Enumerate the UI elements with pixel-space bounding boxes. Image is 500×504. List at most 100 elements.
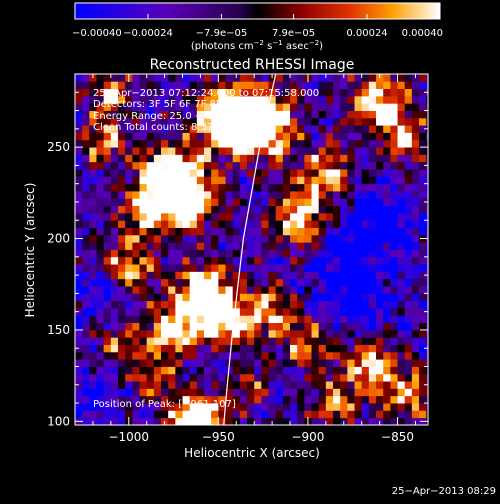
- heatmap-cell: [75, 132, 83, 141]
- heatmap-cell: [247, 198, 255, 207]
- heatmap-cell: [404, 417, 413, 425]
- heatmap-cell: [311, 351, 320, 360]
- heatmap-cell: [96, 117, 105, 126]
- heatmap-cell: [318, 103, 327, 111]
- heatmap-cell: [297, 417, 305, 425]
- heatmap-cell: [189, 74, 198, 82]
- heatmap-cell: [139, 220, 148, 228]
- heatmap-cell: [239, 154, 248, 163]
- heatmap-cell: [304, 249, 312, 258]
- heatmap-cell: [275, 286, 284, 294]
- heatmap-cell: [297, 300, 305, 309]
- heatmap-cell: [132, 329, 140, 338]
- heatmap-cell: [239, 359, 248, 367]
- heatmap-cell: [368, 344, 377, 353]
- heatmap-cell: [390, 95, 398, 104]
- heatmap-cell: [211, 110, 219, 119]
- heatmap-cell: [132, 81, 140, 90]
- heatmap-cell: [261, 198, 269, 207]
- heatmap-cell: [204, 117, 212, 126]
- heatmap-cell: [247, 293, 255, 302]
- heatmap-cell: [139, 395, 148, 404]
- heatmap-cell: [82, 308, 90, 316]
- heatmap-cell: [204, 132, 212, 141]
- heatmap-cell: [196, 205, 205, 214]
- heatmap-cell: [239, 410, 248, 419]
- heatmap-cell: [411, 322, 420, 331]
- heatmap-cell: [318, 176, 327, 185]
- heatmap-cell: [103, 395, 112, 404]
- heatmap-cell: [196, 300, 205, 309]
- heatmap-cell: [189, 191, 198, 199]
- heatmap-cell: [282, 191, 291, 199]
- heatmap-cell: [275, 344, 284, 353]
- heatmap-cell: [304, 344, 312, 353]
- heatmap-cell: [82, 381, 90, 389]
- heatmap-cell: [168, 417, 176, 425]
- heatmap-cell: [132, 381, 140, 389]
- heatmap-cell: [247, 278, 255, 287]
- heatmap-cell: [189, 169, 198, 177]
- heatmap-cell: [297, 293, 305, 302]
- heatmap-cell: [268, 264, 277, 272]
- heatmap-cell: [239, 381, 248, 389]
- heatmap-cell: [261, 183, 269, 192]
- heatmap-cell: [175, 242, 183, 250]
- heatmap-cell: [196, 395, 205, 404]
- heatmap-cell: [247, 132, 255, 141]
- heatmap-cell: [225, 410, 234, 419]
- heatmap-cell: [153, 329, 162, 338]
- heatmap-cell: [268, 227, 277, 236]
- heatmap-cell: [318, 351, 327, 360]
- heatmap-cell: [189, 205, 198, 214]
- heatmap-cell: [426, 154, 428, 163]
- heatmap-cell: [333, 242, 341, 250]
- heatmap-cell: [376, 351, 384, 360]
- heatmap-cell: [232, 220, 241, 228]
- heatmap-cell: [211, 242, 219, 250]
- heatmap-cell: [110, 212, 119, 221]
- heatmap-cell: [239, 198, 248, 207]
- heatmap-cell: [254, 410, 262, 419]
- heatmap-cell: [254, 227, 262, 236]
- heatmap-cell: [168, 169, 176, 177]
- heatmap-cell: [368, 359, 377, 367]
- heatmap-cell: [89, 169, 97, 177]
- heatmap-cell: [232, 154, 241, 163]
- heatmap-cell: [168, 395, 176, 404]
- heatmap-cell: [103, 351, 112, 360]
- heatmap-cell: [368, 388, 377, 397]
- heatmap-cell: [376, 103, 384, 111]
- heatmap-cell: [426, 176, 428, 185]
- heatmap-cell: [204, 227, 212, 236]
- heatmap-cell: [204, 395, 212, 404]
- heatmap-cell: [419, 125, 427, 133]
- heatmap-cell: [196, 264, 205, 272]
- heatmap-cell: [110, 220, 119, 228]
- heatmap-cell: [247, 410, 255, 419]
- heatmap-cell: [132, 220, 140, 228]
- heatmap-cell: [175, 337, 183, 345]
- heatmap-cell: [282, 117, 291, 126]
- heatmap-cell: [347, 198, 355, 207]
- heatmap-cell: [268, 132, 277, 141]
- heatmap-cell: [426, 388, 428, 397]
- heatmap-cell: [153, 139, 162, 148]
- heatmap-cell: [361, 293, 370, 302]
- heatmap-cell: [325, 381, 334, 389]
- heatmap-cell: [390, 88, 398, 97]
- heatmap-cell: [247, 234, 255, 243]
- heatmap-cell: [340, 139, 348, 148]
- heatmap-cell: [189, 242, 198, 250]
- y-axis-label: Heliocentric Y (arcsec): [23, 183, 37, 318]
- heatmap-cell: [118, 308, 126, 316]
- heatmap-cell: [125, 183, 133, 192]
- y-tick-label: 250: [47, 140, 70, 154]
- heatmap-cell: [182, 74, 191, 82]
- heatmap-cell: [426, 117, 428, 126]
- heatmap-cell: [247, 403, 255, 411]
- heatmap-cell: [182, 286, 191, 294]
- heatmap-cell: [182, 337, 191, 345]
- heatmap-cell: [268, 271, 277, 280]
- heatmap-cell: [125, 300, 133, 309]
